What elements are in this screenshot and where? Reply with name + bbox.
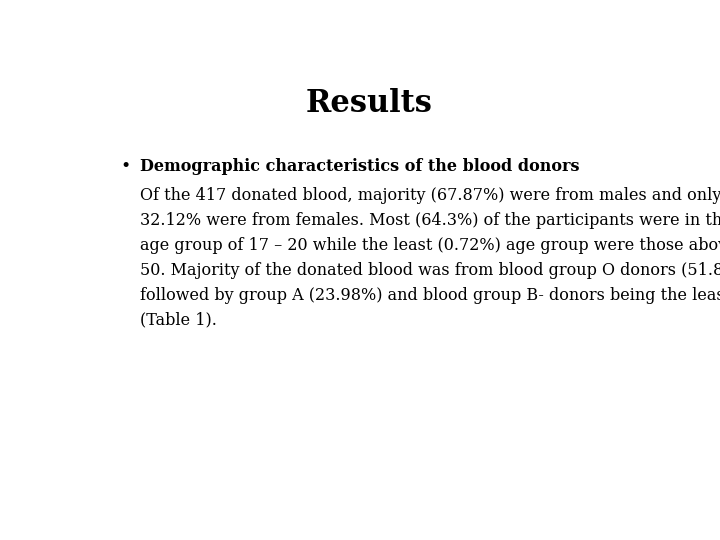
Text: Of the 417 donated blood, majority (67.87%) were from males and only
32.12% were: Of the 417 donated blood, majority (67.8… [140, 187, 720, 328]
Text: Results: Results [305, 87, 433, 119]
Text: Demographic characteristics of the blood donors: Demographic characteristics of the blood… [140, 158, 580, 176]
Text: •: • [121, 158, 131, 176]
